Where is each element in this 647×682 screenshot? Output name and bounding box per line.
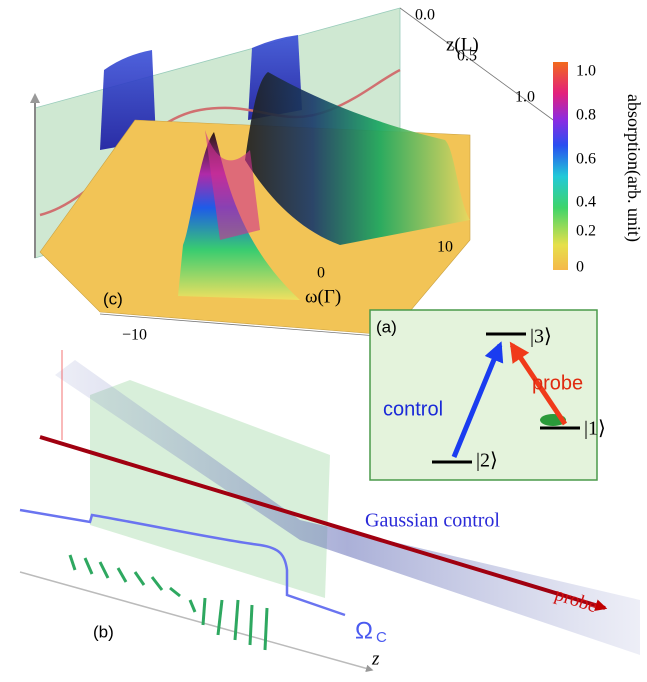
arrow-label: probe <box>532 372 583 394</box>
z-tick: 0.0 <box>415 7 435 24</box>
omega-title: ω(Γ) <box>305 286 341 307</box>
colorbar-tick: 0.8 <box>576 107 596 124</box>
control-subscript: C <box>376 629 387 646</box>
colorbar-tick: 0.6 <box>576 151 596 168</box>
panel-label: (a) <box>376 317 397 336</box>
z-label: z <box>371 648 380 669</box>
z-tick: 0.5 <box>457 48 477 65</box>
level-label: |1⟩ <box>584 418 606 440</box>
page: 0.0 z(L) 0.5 1.0 −10 0 10 ω(Γ) (c) 1.0 0… <box>0 0 647 682</box>
omega-tick: 0 <box>317 265 325 282</box>
omega-tick: −10 <box>122 327 147 344</box>
colorbar <box>553 62 568 270</box>
figure: 0.0 z(L) 0.5 1.0 −10 0 10 ω(Γ) (c) 1.0 0… <box>0 0 647 677</box>
omega-tick: 10 <box>437 239 453 256</box>
colorbar-tick: 1.0 <box>576 63 596 80</box>
colorbar-tick: 0.4 <box>576 194 596 211</box>
arrow-label: control <box>383 398 443 420</box>
z-axis <box>400 8 560 125</box>
level-label: |3⟩ <box>530 326 552 348</box>
beam-label: Gaussian control <box>365 510 500 532</box>
colorbar-tick: 0 <box>576 259 584 276</box>
colorbar-title: absorption(arb. unit) <box>623 94 644 242</box>
panel-a: (a) |3⟩ |1⟩ |2⟩ control probe <box>370 310 606 480</box>
control-symbol: Ω <box>355 617 373 644</box>
panel-c: 0.0 z(L) 0.5 1.0 −10 0 10 ω(Γ) (c) 1.0 0… <box>35 7 644 344</box>
colorbar-tick: 0.2 <box>576 223 596 240</box>
panel-label: (c) <box>103 289 123 308</box>
level-label: |2⟩ <box>476 450 498 472</box>
panel-label: (b) <box>93 622 114 641</box>
z-tick: 1.0 <box>515 89 535 106</box>
